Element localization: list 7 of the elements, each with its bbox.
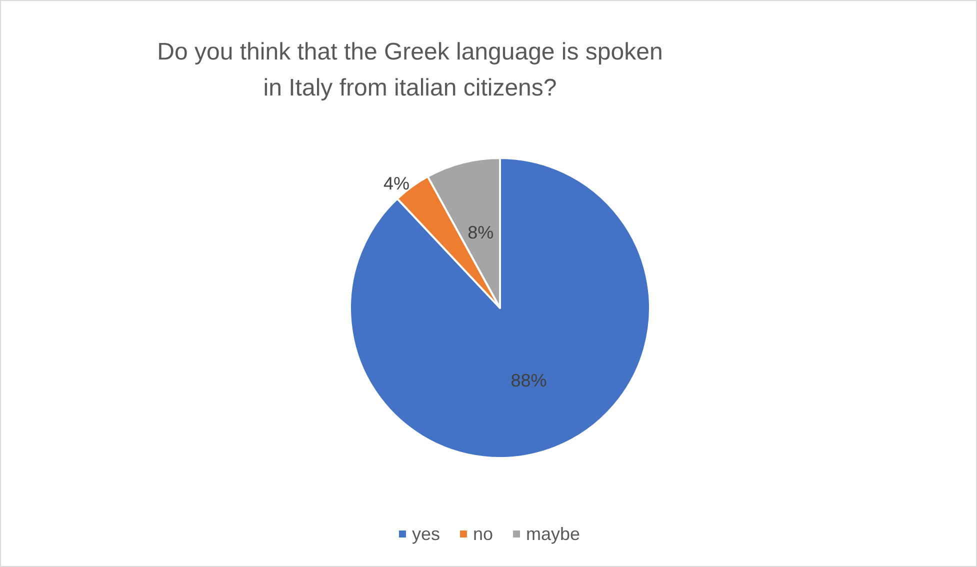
chart-title: Do you think that the Greek language is spoken in Italy from italian citizens? [157, 38, 663, 102]
legend-label: no [472, 524, 494, 544]
legend-label: yes [412, 524, 440, 544]
legend-label: maybe [526, 524, 580, 544]
data-label: 88% [510, 370, 547, 391]
data-label: 4% [383, 173, 410, 194]
data-label: 8% [468, 222, 494, 242]
